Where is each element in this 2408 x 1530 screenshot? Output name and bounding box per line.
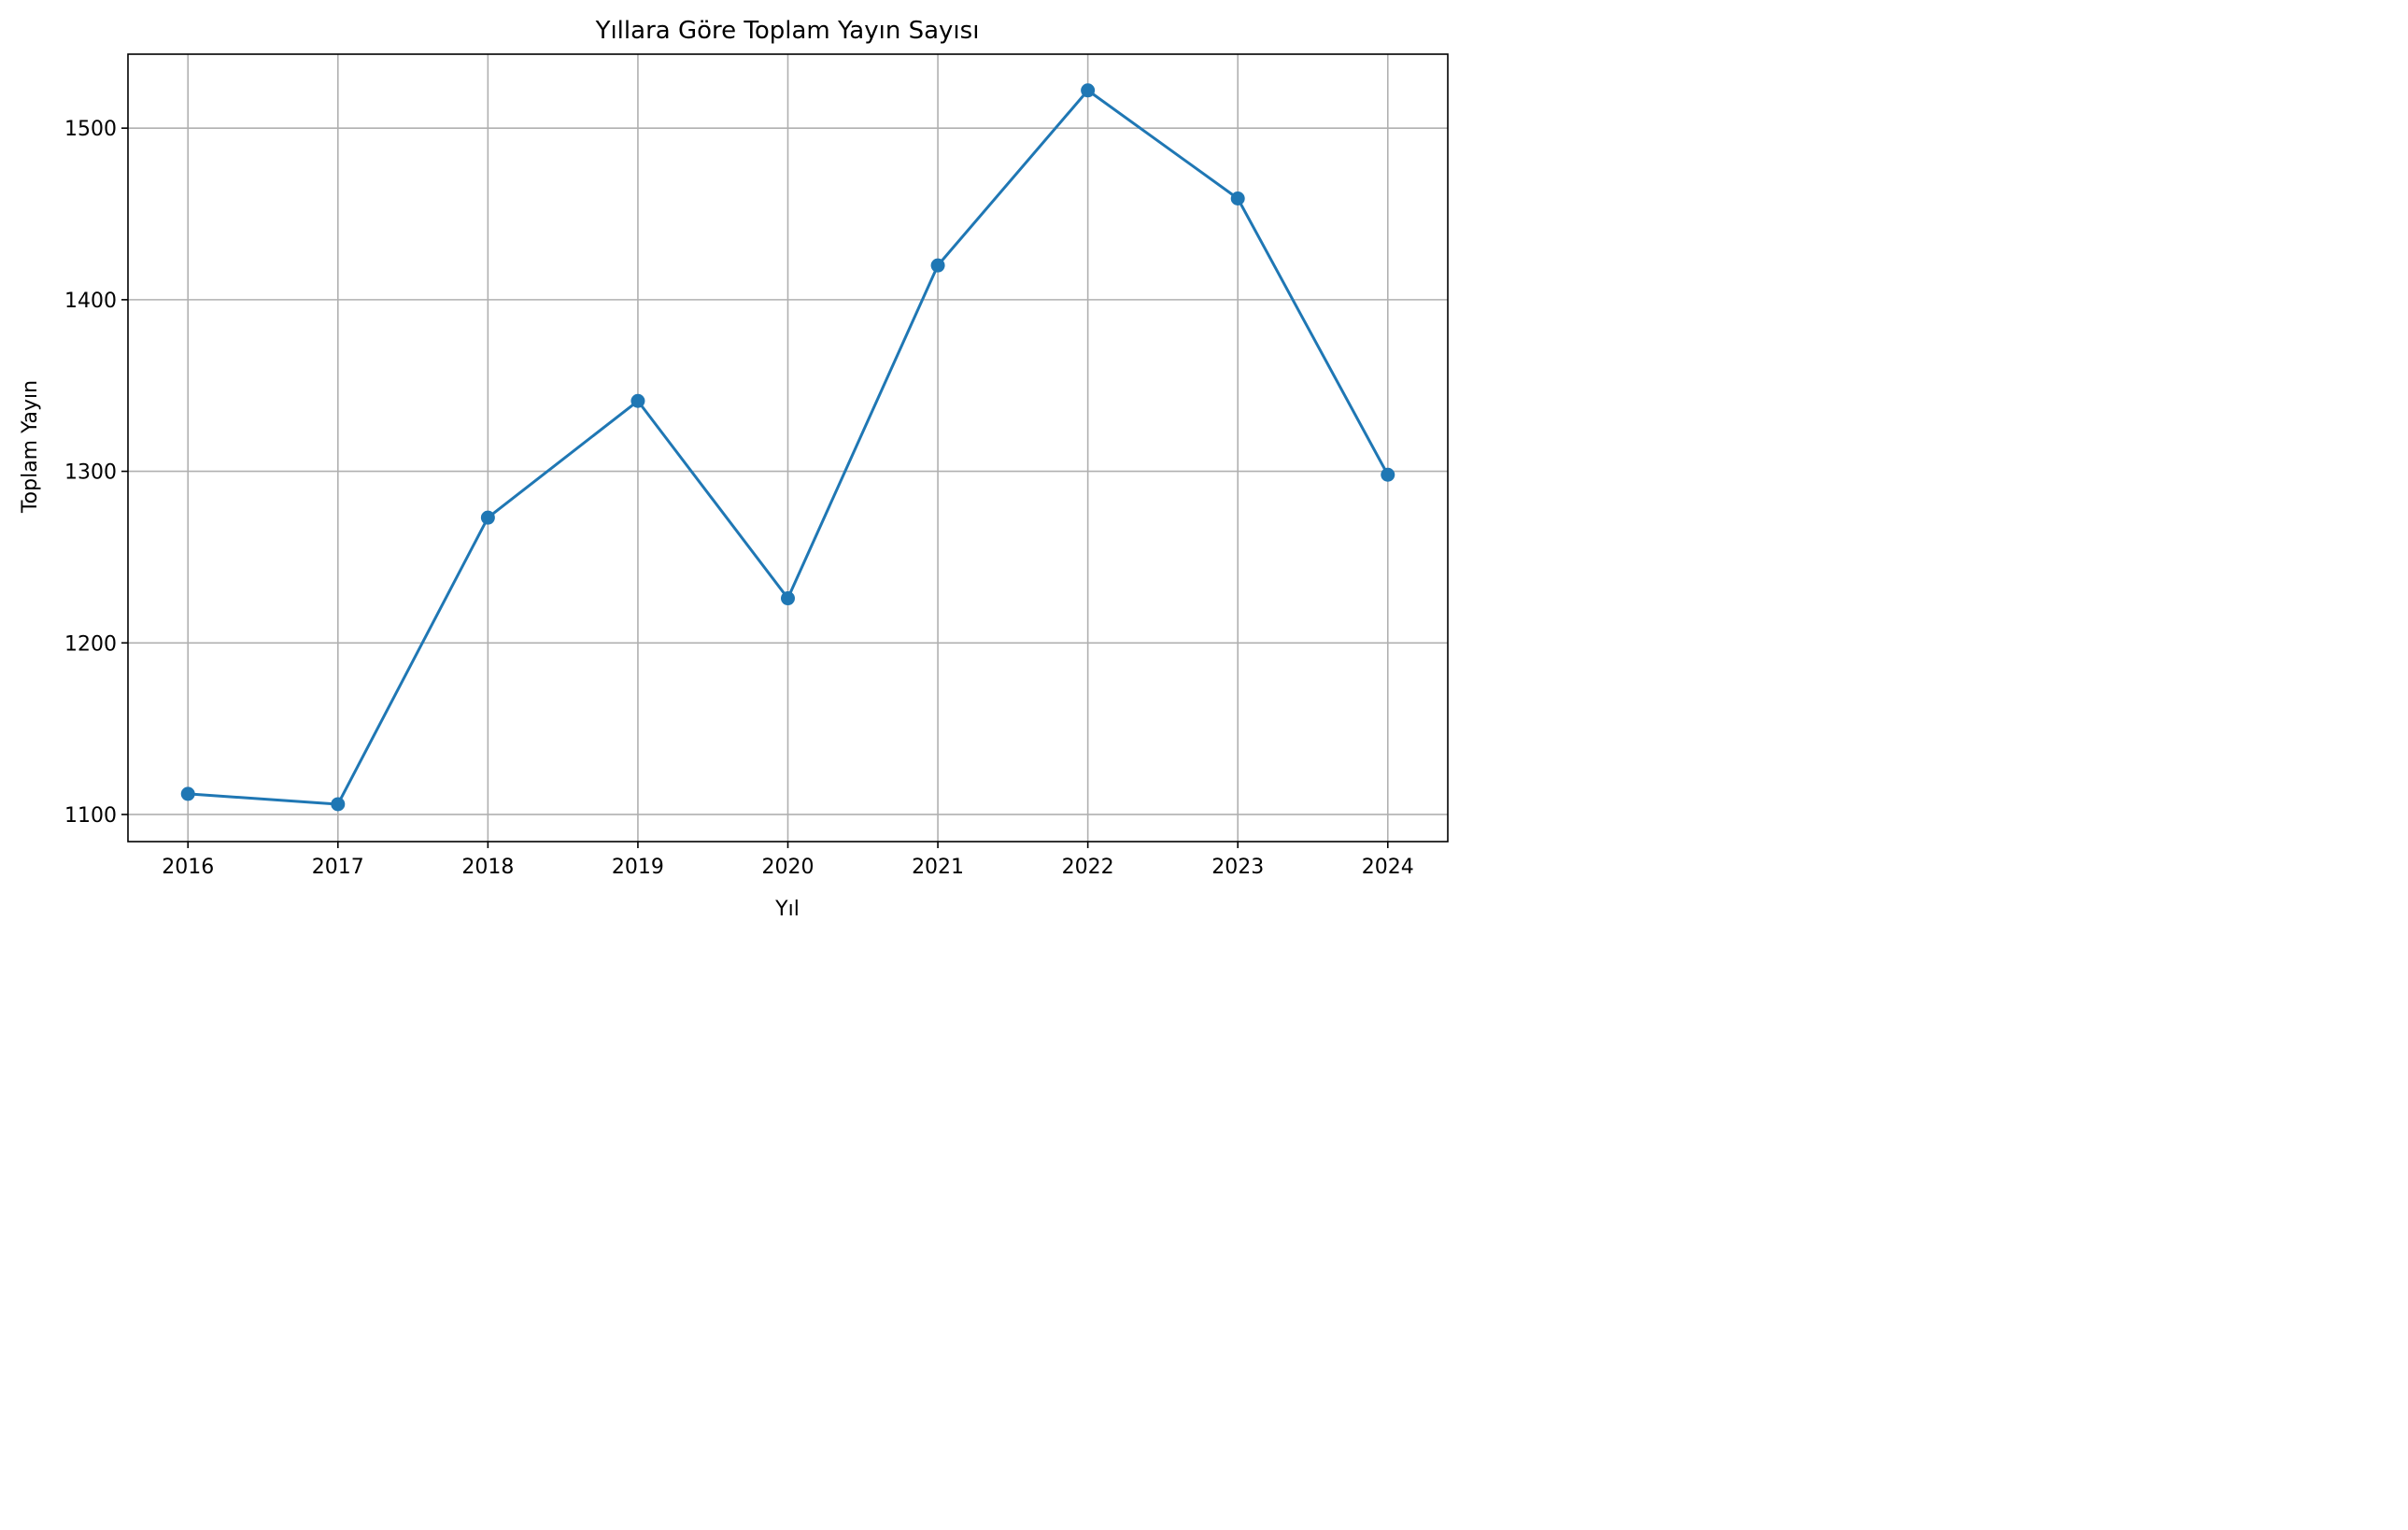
x-tick-label: 2017 <box>312 856 364 879</box>
data-point-2022 <box>1081 83 1096 98</box>
x-tick-label: 2018 <box>461 856 514 879</box>
chart-background <box>0 0 1474 932</box>
y-tick-label: 1500 <box>64 118 117 141</box>
y-tick-label: 1200 <box>64 632 117 656</box>
y-tick-label: 1300 <box>64 461 117 485</box>
line-chart: Yıllara Göre Toplam Yayın Sayısı 2016 201… <box>0 0 1474 932</box>
x-tick-label: 2019 <box>612 856 664 879</box>
x-tick-label: 2022 <box>1062 856 1114 879</box>
x-tick-label: 2021 <box>912 856 964 879</box>
x-tick-label: 2016 <box>162 856 214 879</box>
y-tick-label: 1100 <box>64 804 117 828</box>
series-layer <box>180 83 1395 812</box>
data-point-2019 <box>630 393 645 408</box>
chart-title: Yıllara Göre Toplam Yayın Sayısı <box>595 17 980 45</box>
chart-container: Yıllara Göre Toplam Yayın Sayısı 2016 201… <box>0 0 1474 932</box>
axis-ticks: 2016 2017 2018 2019 2020 2021 2022 2023 2024 1100… <box>64 118 1414 879</box>
x-tick-label: 2020 <box>762 856 814 879</box>
x-tick-label: 2024 <box>1362 856 1414 879</box>
x-tick-label: 2023 <box>1211 856 1264 879</box>
data-point-2018 <box>480 510 495 525</box>
data-point-2020 <box>781 591 795 606</box>
y-tick-label: 1400 <box>64 290 117 313</box>
y-axis-label: Toplam Yayın <box>19 380 42 514</box>
grid-lines <box>128 54 1448 842</box>
data-point-2024 <box>1381 467 1395 482</box>
x-axis-label: Yıl <box>774 898 800 921</box>
data-point-2021 <box>930 258 945 273</box>
data-point-2017 <box>331 797 346 812</box>
data-point-2023 <box>1230 191 1245 205</box>
data-point-2016 <box>180 786 195 801</box>
